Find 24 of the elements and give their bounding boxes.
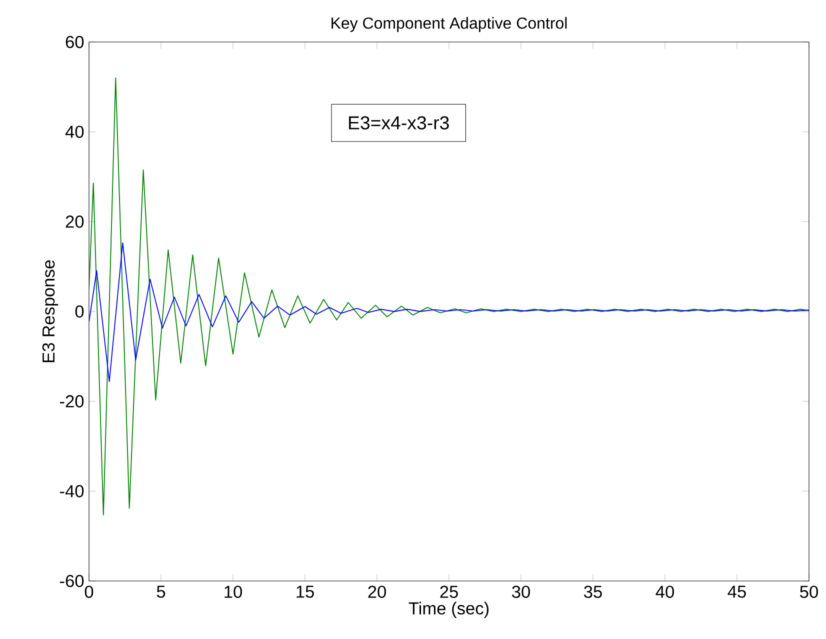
y-tick-label: 40 [65, 126, 84, 138]
x-tick-label: 10 [224, 586, 242, 598]
x-tick-label: 15 [296, 586, 314, 598]
x-tick-label: 45 [728, 586, 746, 598]
y-tick-label: 60 [66, 36, 84, 48]
y-tick-label: -40 [60, 485, 84, 498]
annotation: E3=x4-x3-r3 [349, 116, 449, 130]
x-tick-label: 35 [584, 586, 602, 598]
x-tick-label: 50 [800, 586, 818, 598]
x-tick-label: 40 [656, 586, 674, 598]
line-series [89, 77, 809, 516]
y-tick-label: -60 [60, 574, 84, 588]
y-tick-label: -20 [60, 395, 84, 408]
y-tick-label: 0 [75, 305, 84, 318]
x-tick-label: 30 [512, 586, 530, 598]
x-axis-title: Time (sec) [408, 602, 489, 618]
line-series [89, 242, 809, 382]
x-tick-label: 25 [440, 586, 458, 598]
x-tick-label: 0 [84, 586, 94, 598]
x-tick-label: 5 [156, 586, 166, 598]
y-tick-label: 20 [66, 216, 84, 228]
y-axis-title: E3 Response [42, 260, 58, 362]
x-tick-label: 20 [368, 586, 386, 598]
chart-title: Key Component Adaptive Control [332, 17, 567, 32]
